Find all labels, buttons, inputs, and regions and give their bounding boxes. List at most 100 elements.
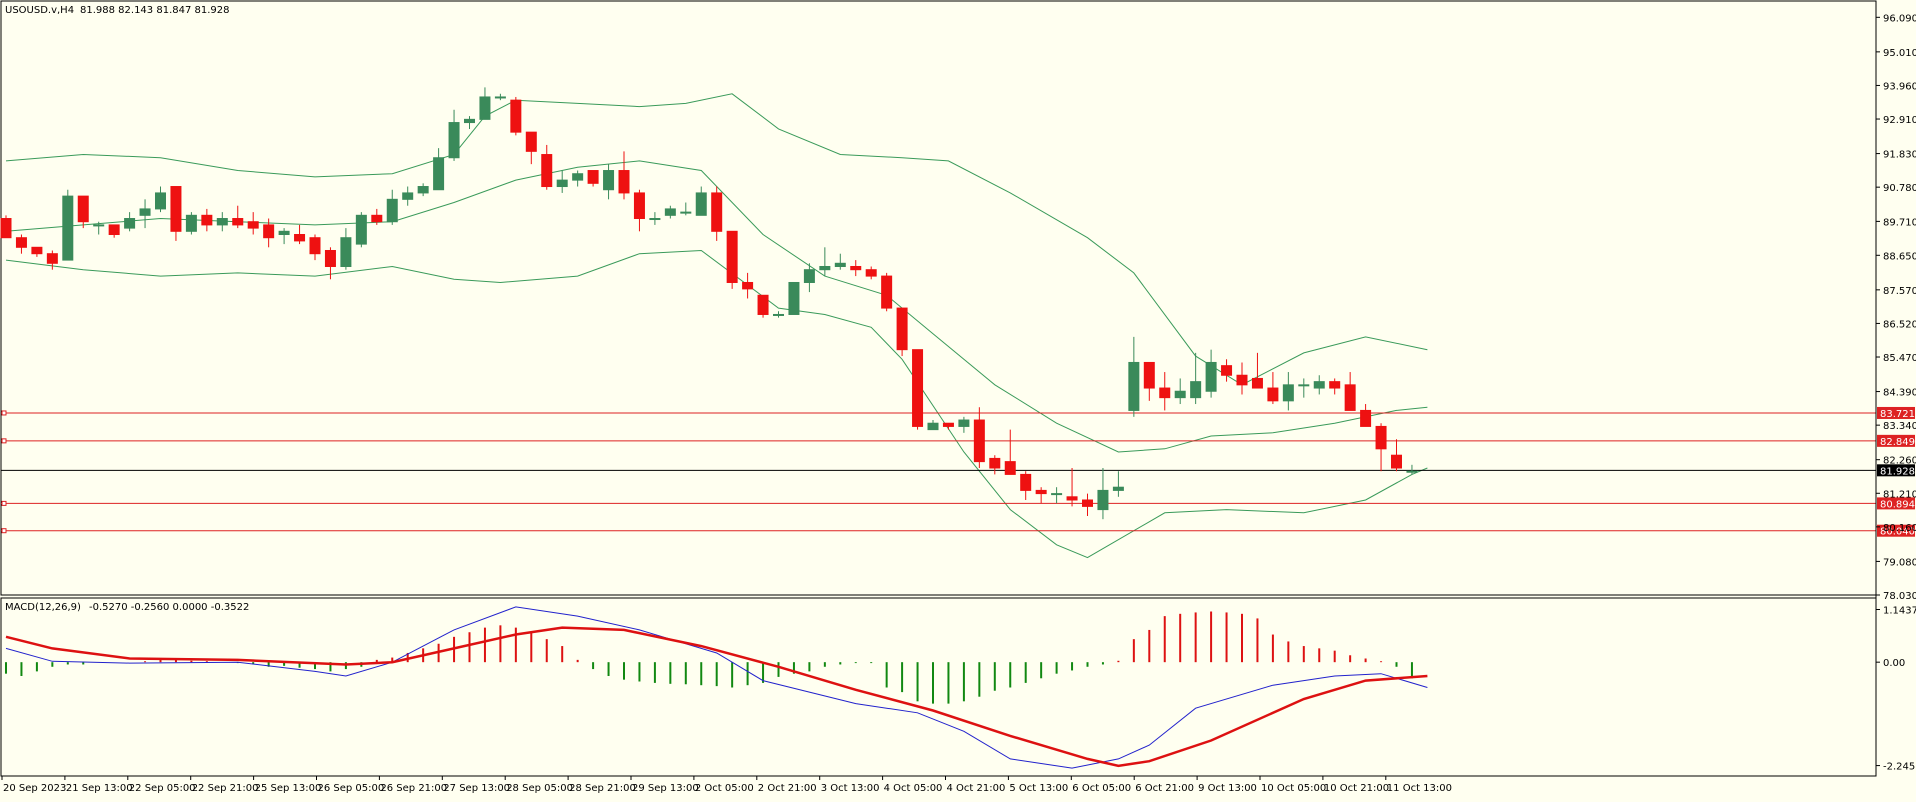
bull-candle-body xyxy=(278,230,290,236)
level-price-tag xyxy=(1877,524,1915,537)
bull-candle-body xyxy=(62,195,74,261)
bull-candle-body xyxy=(1128,361,1140,411)
current-price-label: 81.928 xyxy=(1880,466,1915,477)
level-price-tag xyxy=(1877,406,1915,419)
bear-candle-body xyxy=(309,237,321,255)
level-anchor xyxy=(1,410,7,416)
bull-candle-body xyxy=(340,237,352,267)
bear-candle-body xyxy=(1251,377,1263,389)
time-tick-label: 11 Oct 13:00 xyxy=(1387,783,1452,794)
time-tick-label: 4 Oct 21:00 xyxy=(947,783,1006,794)
bear-candle-body xyxy=(1082,499,1093,507)
price-tick-label: 79.080 xyxy=(1883,557,1916,568)
current-price-tag xyxy=(1877,464,1915,477)
price-tick-label: 84.390 xyxy=(1883,388,1916,399)
level-price-label: 83.721 xyxy=(1880,409,1915,420)
bull-candle-body xyxy=(803,269,815,283)
bull-candle-body xyxy=(1097,489,1109,511)
bear-candle-body xyxy=(1267,387,1279,402)
candles xyxy=(0,87,1418,520)
macd-tick-label: 1.1437 xyxy=(1883,606,1916,617)
time-tick-label: 3 Oct 13:00 xyxy=(821,783,880,794)
price-tick-label: 86.520 xyxy=(1883,319,1916,330)
bull-candle-body xyxy=(1313,381,1325,389)
time-tick-label: 20 Sep 2023 xyxy=(3,783,66,794)
signal-line xyxy=(5,626,1428,768)
time-tick-label: 10 Oct 05:00 xyxy=(1261,783,1326,794)
time-tick-label: 26 Sep 21:00 xyxy=(380,783,447,794)
bear-candle-body xyxy=(587,170,599,184)
bull-candle-body xyxy=(479,96,491,120)
bull-candle-body xyxy=(649,218,661,221)
price-tick-label: 96.090 xyxy=(1883,13,1916,24)
time-tick-label: 26 Sep 05:00 xyxy=(318,783,385,794)
macd-label: MACD(12,26,9) xyxy=(5,602,81,613)
bear-candle-body xyxy=(371,214,383,223)
bear-candle-body xyxy=(742,281,754,290)
bear-candle-body xyxy=(896,307,908,351)
bull-candle-body xyxy=(927,422,939,431)
bear-candle-body xyxy=(633,192,645,220)
bull-candle-body xyxy=(773,313,784,316)
bear-candle-body xyxy=(1143,361,1155,389)
price-tick-label: 92.910 xyxy=(1883,115,1916,126)
level-price-label: 82.849 xyxy=(1880,437,1915,448)
price-axis: 96.090 95.010 93.960 92.910 91.830 90.780 89.7… xyxy=(1875,1,1916,776)
bull-candle-body xyxy=(1112,486,1124,491)
time-tick-label: 29 Sep 13:00 xyxy=(632,783,699,794)
bollinger-lower-band xyxy=(5,249,1428,559)
bear-candle-body xyxy=(201,214,213,226)
price-tick-label: 93.960 xyxy=(1883,81,1916,92)
bollinger-middle-band xyxy=(5,160,1428,453)
time-tick-label: 9 Oct 13:00 xyxy=(1198,783,1257,794)
bull-candle-body xyxy=(93,224,105,227)
macd-line xyxy=(5,606,1428,769)
macd-indicator: 1.1437 0.00 -2.2455 xyxy=(5,606,1916,773)
bull-candle-body xyxy=(1174,390,1186,399)
price-tick-label: 78.030 xyxy=(1883,591,1916,602)
bear-candle-body xyxy=(1035,489,1047,495)
bear-candle-body xyxy=(942,422,954,427)
bear-candle-body xyxy=(0,218,12,239)
bull-candle-body xyxy=(680,211,692,214)
price-tick-label: 82.260 xyxy=(1883,456,1916,467)
bear-candle-body xyxy=(170,186,182,232)
bull-candle-body xyxy=(556,179,568,188)
bull-candle-body xyxy=(216,218,228,226)
bull-candle-body xyxy=(464,118,475,124)
bull-candle-body xyxy=(834,262,846,267)
bull-candle-body xyxy=(664,208,676,216)
level-price-label: 80.894 xyxy=(1880,499,1915,510)
bear-candle-body xyxy=(108,224,120,236)
bear-candle-body xyxy=(525,131,537,152)
level-price-label: 80.040 xyxy=(1880,527,1915,538)
bear-candle-body xyxy=(510,99,522,133)
bear-candle-body xyxy=(294,234,306,242)
bull-candle-body xyxy=(819,265,831,271)
time-tick-label: 6 Oct 21:00 xyxy=(1135,783,1194,794)
bull-candle-body xyxy=(603,170,615,191)
bear-candle-body xyxy=(1159,387,1171,399)
bear-candle-body xyxy=(726,230,738,283)
price-tick-label: 91.830 xyxy=(1883,150,1916,161)
time-tick-label: 21 Sep 13:00 xyxy=(66,783,133,794)
bull-candle-body xyxy=(124,218,136,229)
price-tick-label: 85.470 xyxy=(1883,353,1916,364)
bear-candle-body xyxy=(15,237,27,248)
bear-candle-body xyxy=(46,253,58,264)
price-tick-label: 87.570 xyxy=(1883,286,1916,297)
bull-candle-body xyxy=(402,192,414,200)
bear-candle-body xyxy=(324,249,336,267)
bear-candle-body xyxy=(1344,384,1356,411)
bull-candle-body xyxy=(386,198,398,223)
bear-candle-body xyxy=(1360,409,1372,427)
bull-candle-body xyxy=(433,157,445,191)
macd-tick-label: -2.2455 xyxy=(1883,762,1916,773)
price-tick-label: 95.010 xyxy=(1883,48,1916,59)
price-tick-label: 81.210 xyxy=(1883,489,1916,500)
time-tick-label: 2 Oct 05:00 xyxy=(695,783,754,794)
time-tick-label: 27 Sep 13:00 xyxy=(443,783,510,794)
